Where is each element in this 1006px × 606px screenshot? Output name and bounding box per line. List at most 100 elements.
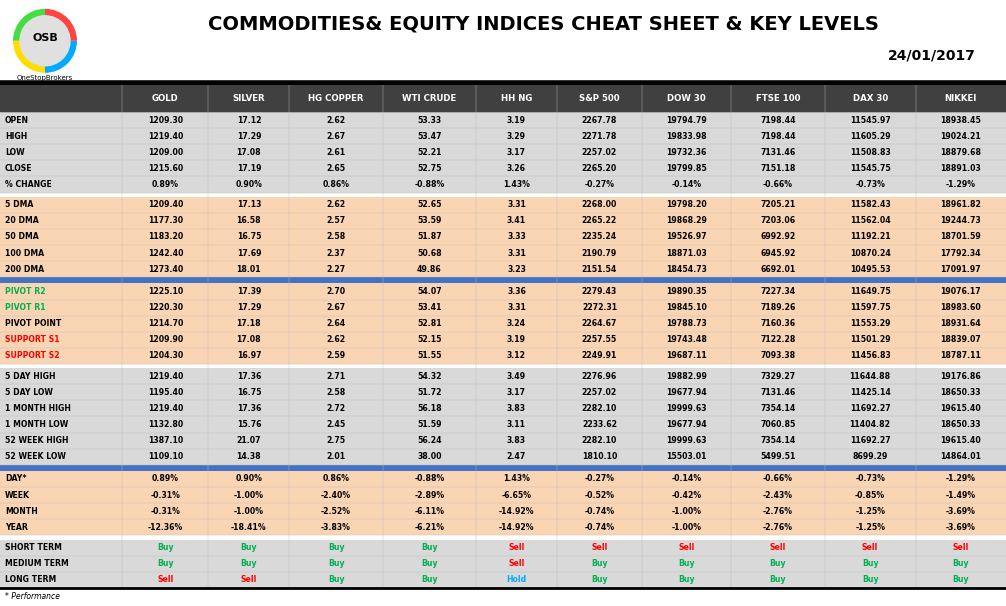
Text: 3.11: 3.11 (507, 420, 526, 429)
Text: 7203.06: 7203.06 (761, 216, 796, 225)
Text: -2.76%: -2.76% (763, 523, 793, 532)
Bar (0, 299, 1006, 316)
Text: 15503.01: 15503.01 (666, 452, 707, 461)
Text: 19743.48: 19743.48 (666, 335, 707, 344)
Text: 11404.82: 11404.82 (850, 420, 890, 429)
Text: 2249.91: 2249.91 (581, 351, 617, 361)
Text: 1219.40: 1219.40 (148, 132, 183, 141)
Text: 8699.29: 8699.29 (852, 452, 888, 461)
Text: Sell: Sell (592, 543, 608, 552)
Text: Buy: Buy (862, 559, 878, 568)
Text: 3.24: 3.24 (507, 319, 526, 328)
Text: Buy: Buy (240, 559, 258, 568)
Text: 3.17: 3.17 (507, 148, 526, 157)
Text: PIVOT R2: PIVOT R2 (5, 287, 45, 296)
Bar (0, 433, 1006, 448)
Text: 7227.34: 7227.34 (761, 287, 796, 296)
Bar (0, 277, 1006, 284)
Text: -0.73%: -0.73% (855, 180, 885, 189)
Text: 18454.73: 18454.73 (666, 265, 707, 274)
Text: 5499.51: 5499.51 (761, 452, 796, 461)
Text: 56.24: 56.24 (417, 436, 442, 445)
Text: 0.86%: 0.86% (323, 180, 349, 189)
Bar (0, 144, 1006, 161)
Text: * Performance: * Performance (5, 593, 60, 601)
Text: Sell: Sell (157, 575, 174, 584)
Text: 2.71: 2.71 (327, 371, 346, 381)
Text: 3.19: 3.19 (507, 335, 526, 344)
Text: -0.31%: -0.31% (151, 507, 180, 516)
Text: 19677.94: 19677.94 (666, 420, 707, 429)
Text: 11425.14: 11425.14 (850, 388, 890, 397)
Text: 0.90%: 0.90% (235, 180, 263, 189)
Text: 16.58: 16.58 (236, 216, 262, 225)
Text: DAY*: DAY* (5, 474, 26, 484)
Text: 7354.14: 7354.14 (761, 404, 796, 413)
Text: 2268.00: 2268.00 (581, 200, 617, 209)
Text: -3.83%: -3.83% (321, 523, 351, 532)
Text: 1195.40: 1195.40 (148, 388, 183, 397)
Text: 2282.10: 2282.10 (581, 404, 617, 413)
Text: 1132.80: 1132.80 (148, 420, 183, 429)
Text: 2235.24: 2235.24 (581, 233, 617, 241)
Text: Buy: Buy (770, 575, 786, 584)
Text: 2265.20: 2265.20 (581, 164, 617, 173)
Text: -1.29%: -1.29% (946, 474, 976, 484)
Text: 19799.85: 19799.85 (666, 164, 707, 173)
Text: PIVOT R1: PIVOT R1 (5, 303, 45, 312)
Text: 24/01/2017: 24/01/2017 (888, 48, 976, 62)
Text: 7354.14: 7354.14 (761, 436, 796, 445)
Text: % CHANGE: % CHANGE (5, 180, 51, 189)
Text: LOW: LOW (5, 148, 24, 157)
Text: Buy: Buy (422, 543, 438, 552)
Text: Buy: Buy (770, 559, 786, 568)
Text: DAX 30: DAX 30 (852, 94, 887, 103)
Bar (208, 85, 290, 112)
Text: 3.17: 3.17 (507, 388, 526, 397)
Bar (0, 556, 1006, 571)
Text: 17.39: 17.39 (236, 287, 262, 296)
Text: -0.88%: -0.88% (414, 180, 445, 189)
Text: Buy: Buy (422, 559, 438, 568)
Text: LONG TERM: LONG TERM (5, 575, 56, 584)
Text: -18.41%: -18.41% (231, 523, 267, 532)
Text: 1204.30: 1204.30 (148, 351, 183, 361)
Text: -1.00%: -1.00% (234, 491, 264, 499)
Bar (0, 384, 1006, 401)
Bar (0, 571, 1006, 588)
Text: 2.72: 2.72 (327, 404, 346, 413)
Text: OSB: OSB (32, 33, 58, 43)
Text: 2151.54: 2151.54 (581, 265, 617, 274)
Text: PIVOT POINT: PIVOT POINT (5, 319, 61, 328)
Text: 18931.64: 18931.64 (941, 319, 981, 328)
Text: 17.13: 17.13 (236, 200, 262, 209)
Text: 53.47: 53.47 (417, 132, 442, 141)
Text: -14.92%: -14.92% (499, 507, 534, 516)
Text: -2.43%: -2.43% (763, 491, 793, 499)
Text: -0.31%: -0.31% (151, 491, 180, 499)
Text: 2.47: 2.47 (507, 452, 526, 461)
Text: 2233.62: 2233.62 (581, 420, 617, 429)
Text: 10495.53: 10495.53 (850, 265, 890, 274)
Text: 2.62: 2.62 (327, 335, 346, 344)
Text: 2.27: 2.27 (327, 265, 346, 274)
Text: -1.00%: -1.00% (672, 507, 701, 516)
Text: 7151.18: 7151.18 (761, 164, 796, 173)
Text: 2.62: 2.62 (327, 200, 346, 209)
Bar (0, 229, 1006, 245)
Text: 17.36: 17.36 (236, 371, 262, 381)
Text: 1.43%: 1.43% (503, 474, 530, 484)
Text: 1810.10: 1810.10 (581, 452, 617, 461)
Text: 19999.63: 19999.63 (666, 404, 707, 413)
Text: 2.37: 2.37 (327, 248, 345, 258)
Text: WEEK: WEEK (5, 491, 30, 499)
Text: 18938.45: 18938.45 (941, 116, 981, 125)
Text: Sell: Sell (678, 543, 695, 552)
Text: Sell: Sell (862, 543, 878, 552)
Text: 11192.21: 11192.21 (850, 233, 890, 241)
Bar (731, 85, 825, 112)
Text: 1209.90: 1209.90 (148, 335, 183, 344)
Text: 2272.31: 2272.31 (581, 303, 617, 312)
Text: -1.25%: -1.25% (855, 507, 885, 516)
Text: 19833.98: 19833.98 (666, 132, 707, 141)
